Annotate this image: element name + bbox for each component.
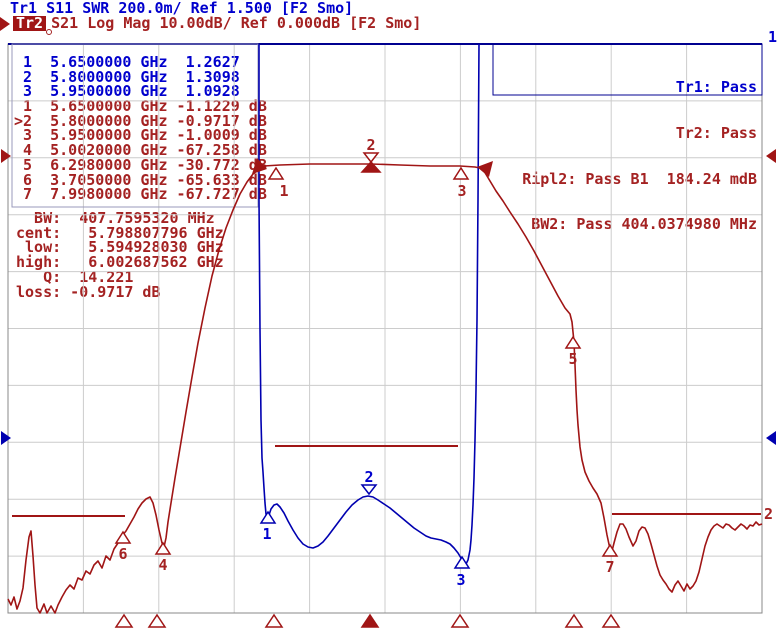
grid-lines <box>8 44 762 613</box>
tr2-pass-status: Tr2: Pass <box>675 124 757 143</box>
marker-4-trace2[interactable] <box>154 541 172 555</box>
marker-1-trace2[interactable] <box>267 166 285 180</box>
ref-arrow-right-trace1[interactable] <box>766 431 776 445</box>
axis-marker-4[interactable] <box>147 613 167 628</box>
marker-2-trace2[interactable] <box>362 152 380 164</box>
marker-table-trace2: 1 5.6500000 GHz -1.1229 dB >2 5.8000000 G… <box>14 99 267 202</box>
marker-1-trace1[interactable] <box>259 510 277 524</box>
marker-1-label: 1 <box>279 182 288 200</box>
table-row: loss: -0.9717 dB <box>16 282 161 301</box>
limit-results-box <box>492 43 763 96</box>
marker-1-label-trace1: 1 <box>262 525 271 543</box>
marker-4-label: 4 <box>158 556 167 574</box>
table-row: 7 7.9980000 GHz -67.727 dB <box>14 185 267 204</box>
table-row: 1 5.6500000 GHz 1.2627 <box>14 53 240 71</box>
table-row: Q: 14.221 <box>16 267 134 286</box>
marker-table-trace1: 1 5.6500000 GHz 1.2627 2 5.8000000 GHz 1… <box>14 55 240 99</box>
table-row: low: 5.594928030 GHz <box>16 238 224 257</box>
table-row: cent: 5.798807796 GHz <box>16 223 224 242</box>
trace1-markers <box>259 484 471 569</box>
tr1-pass-status: Tr1: Pass <box>675 78 757 97</box>
marker-7-trace2[interactable] <box>601 543 619 557</box>
ripple-test-status: Ripl2: Pass B1 184.24 mdB <box>522 169 757 188</box>
band-edge-arrow-right <box>477 161 493 177</box>
axis-marker-triangles <box>114 613 621 628</box>
table-row: 5 6.2980000 GHz -30.772 dB <box>14 155 267 174</box>
trace2-end-label: 2 <box>764 505 773 523</box>
table-row: 6 3.7050000 GHz -65.633 dB <box>14 170 267 189</box>
axis-marker-2-active[interactable] <box>360 613 380 628</box>
table-row: >2 5.8000000 GHz -0.9717 dB <box>14 111 267 130</box>
table-row: 2 5.8000000 GHz 1.3098 <box>14 67 240 86</box>
trace2-title-text: S21 Log Mag 10.00dB/ Ref 0.000dB [F2 Smo… <box>51 14 422 32</box>
marker-2-label: 2 <box>366 136 375 154</box>
active-trace-arrow-icon <box>0 16 10 31</box>
axis-marker-7[interactable] <box>601 613 621 628</box>
marker-3-label: 3 <box>457 182 466 200</box>
trace2-title[interactable]: Tr2 S21 Log Mag 10.00dB/ Ref 0.000dB [F2… <box>0 16 421 31</box>
trace1-title[interactable]: Tr1 S11 SWR 200.0m/ Ref 1.500 [F2 Smo] <box>10 0 354 17</box>
marker-table-box <box>11 43 259 208</box>
trace1-offscale-label: 1 <box>768 28 777 46</box>
axis-marker-6[interactable] <box>114 613 134 628</box>
marker-5-label: 5 <box>568 350 577 368</box>
limit-test-results: Tr1: Pass Tr2: Pass Ripl2: Pass B1 184.2… <box>522 50 757 248</box>
marker-3-trace1[interactable] <box>453 555 471 569</box>
marker-7-label: 7 <box>605 558 614 576</box>
table-row: 4 5.0020000 GHz -67.258 dB <box>14 141 267 160</box>
axis-marker-1[interactable] <box>264 613 284 628</box>
table-row: 3 5.9500000 GHz 1.0928 <box>14 82 240 101</box>
ref-arrow-left-trace1[interactable] <box>1 431 11 445</box>
ref-arrow-right-trace2[interactable] <box>766 149 776 163</box>
marker-6-label: 6 <box>118 545 127 563</box>
trace2-badge: Tr2 <box>13 16 47 31</box>
ref-arrow-left-trace2[interactable] <box>1 149 11 163</box>
marker-3-trace2[interactable] <box>452 166 470 180</box>
marker-3-label-trace1: 3 <box>456 571 465 589</box>
degree-mark <box>46 29 52 35</box>
trace1-s11 <box>258 43 480 565</box>
marker-2-active-pointer[interactable] <box>360 160 382 173</box>
axis-marker-5[interactable] <box>564 613 584 628</box>
axis-marker-3[interactable] <box>450 613 470 628</box>
trace2-s21 <box>7 163 763 614</box>
trace1-marker-labels: 1 2 3 <box>262 468 465 589</box>
trace2-marker-labels: 1 2 3 4 5 6 7 <box>118 136 614 576</box>
bandwidth-test-status: BW2: Pass 404.0374980 MHz <box>531 215 757 234</box>
marker-6-trace2[interactable] <box>114 530 132 544</box>
limit-lines <box>12 445 761 517</box>
table-row: 3 5.9500000 GHz -1.0009 dB <box>14 126 267 145</box>
marker-2-trace1[interactable] <box>360 484 378 496</box>
trace2-markers <box>114 152 619 557</box>
marker-5-trace2[interactable] <box>564 335 582 349</box>
marker-2-label-trace1: 2 <box>364 468 373 486</box>
band-edge-arrow-left <box>252 158 267 174</box>
table-row: 1 5.6500000 GHz -1.1229 dB <box>14 97 267 115</box>
